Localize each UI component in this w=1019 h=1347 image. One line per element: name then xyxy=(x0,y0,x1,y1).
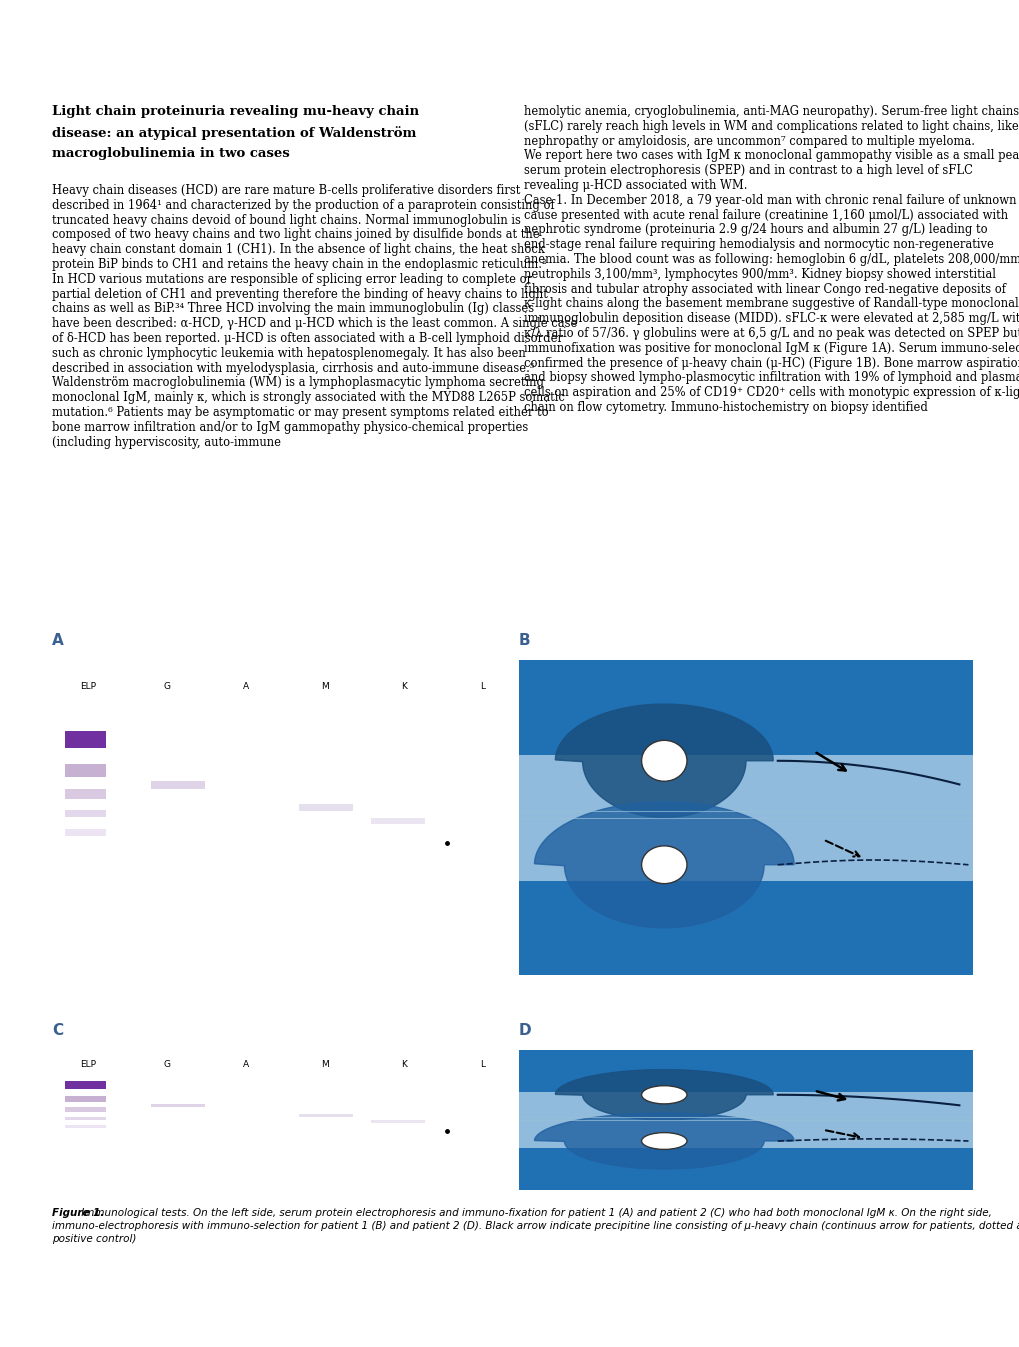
Bar xyxy=(65,810,106,818)
Text: serum protein electrophoresis (SPEP) and in contrast to a high level of sFLC: serum protein electrophoresis (SPEP) and… xyxy=(524,164,972,178)
Text: Light chain proteinuria revealing mu-heavy chain: Light chain proteinuria revealing mu-hea… xyxy=(52,105,419,119)
Text: chains as well as BiP.³⁴ Three HCD involving the main immunoglobulin (Ig) classe: chains as well as BiP.³⁴ Three HCD invol… xyxy=(52,302,534,315)
Bar xyxy=(299,1114,353,1117)
Text: Case Reports: Case Reports xyxy=(56,40,139,54)
Text: and biopsy showed lympho-plasmocytic infiltration with 19% of lymphoid and plasm: and biopsy showed lympho-plasmocytic inf… xyxy=(524,372,1019,384)
Text: A: A xyxy=(52,633,64,648)
Text: Figure 1.: Figure 1. xyxy=(52,1208,104,1218)
Text: D: D xyxy=(519,1022,531,1039)
Bar xyxy=(151,781,205,789)
Text: B: B xyxy=(519,633,530,648)
Text: L: L xyxy=(480,682,485,691)
Bar xyxy=(519,1092,972,1148)
Text: nephropathy or amyloidosis, are uncommon⁷ compared to multiple myeloma.: nephropathy or amyloidosis, are uncommon… xyxy=(524,135,974,148)
Text: immunofixation was positive for monoclonal IgM κ (Figure 1A). Serum immuno-selec: immunofixation was positive for monoclon… xyxy=(524,342,1019,354)
Text: haematologica | 2021; 106(7): haematologica | 2021; 106(7) xyxy=(802,1316,988,1329)
Text: of δ-HCD has been reported. μ-HCD is often associated with a B-cell lymphoid dis: of δ-HCD has been reported. μ-HCD is oft… xyxy=(52,331,562,345)
Text: nephrotic syndrome (proteinuria 2.9 g/24 hours and albumin 27 g/L) leading to: nephrotic syndrome (proteinuria 2.9 g/24… xyxy=(524,224,986,237)
Text: M: M xyxy=(321,682,328,691)
Text: described in association with myelodysplasia, cirrhosis and auto-immune disease.: described in association with myelodyspl… xyxy=(52,361,534,374)
Text: end-stage renal failure requiring hemodialysis and normocytic non-regenerative: end-stage renal failure requiring hemodi… xyxy=(524,238,993,251)
Text: confirmed the presence of μ-heavy chain (μ-HC) (Figure 1B). Bone marrow aspirati: confirmed the presence of μ-heavy chain … xyxy=(524,357,1019,369)
Ellipse shape xyxy=(641,1133,687,1149)
Bar xyxy=(65,1096,106,1102)
Text: Immunological tests. On the left side, serum protein electrophoresis and immuno-: Immunological tests. On the left side, s… xyxy=(77,1208,990,1218)
Text: 2034: 2034 xyxy=(66,1316,101,1329)
Polygon shape xyxy=(534,801,794,928)
Bar xyxy=(65,764,106,777)
Text: composed of two heavy chains and two light chains joined by disulfide bonds at t: composed of two heavy chains and two lig… xyxy=(52,229,539,241)
Text: neutrophils 3,100/mm³, lymphocytes 900/mm³. Kidney biopsy showed interstitial: neutrophils 3,100/mm³, lymphocytes 900/m… xyxy=(524,268,995,280)
Text: M: M xyxy=(321,1060,328,1068)
Text: monoclonal IgM, mainly κ, which is strongly associated with the MYD88 L265P soma: monoclonal IgM, mainly κ, which is stron… xyxy=(52,391,565,404)
Bar xyxy=(151,1105,205,1107)
Text: positive control): positive control) xyxy=(52,1234,137,1245)
Text: Case 1. In December 2018, a 79 year-old man with chronic renal failure of unknow: Case 1. In December 2018, a 79 year-old … xyxy=(524,194,1016,207)
Bar xyxy=(65,789,106,799)
Polygon shape xyxy=(554,704,772,818)
Polygon shape xyxy=(554,1070,772,1119)
Text: ELP: ELP xyxy=(79,682,96,691)
Bar xyxy=(299,804,353,811)
Text: We report here two cases with IgM κ monoclonal gammopathy visible as a small pea: We report here two cases with IgM κ mono… xyxy=(524,150,1019,163)
Text: Waldenström macroglobulinemia (WM) is a lymphoplasmacytic lymphoma secreting: Waldenström macroglobulinemia (WM) is a … xyxy=(52,376,543,389)
Text: immunoglobulin deposition disease (MIDD). sFLC-κ were elevated at 2,585 mg/L wit: immunoglobulin deposition disease (MIDD)… xyxy=(524,313,1019,325)
Text: truncated heavy chains devoid of bound light chains. Normal immunoglobulin is: truncated heavy chains devoid of bound l… xyxy=(52,214,521,226)
Text: (sFLC) rarely reach high levels in WM and complications related to light chains,: (sFLC) rarely reach high levels in WM an… xyxy=(524,120,1018,133)
Text: chain on flow cytometry. Immuno-histochemistry on biopsy identified: chain on flow cytometry. Immuno-histoche… xyxy=(524,401,927,414)
Text: hemolytic anemia, cryoglobulinemia, anti-MAG neuropathy). Serum-free light chain: hemolytic anemia, cryoglobulinemia, anti… xyxy=(524,105,1018,119)
Text: K: K xyxy=(400,1060,407,1068)
Text: disease: an atypical presentation of Waldenström: disease: an atypical presentation of Wal… xyxy=(52,127,416,140)
Text: partial deletion of CH1 and preventing therefore the binding of heavy chains to : partial deletion of CH1 and preventing t… xyxy=(52,288,547,300)
Text: have been described: α-HCD, γ-HCD and μ-HCD which is the least common. A single : have been described: α-HCD, γ-HCD and μ-… xyxy=(52,317,577,330)
Text: (including hyperviscosity, auto-immune: (including hyperviscosity, auto-immune xyxy=(52,435,280,449)
Text: heavy chain constant domain 1 (CH1). In the absence of light chains, the heat sh: heavy chain constant domain 1 (CH1). In … xyxy=(52,244,544,256)
Bar xyxy=(519,754,972,881)
Bar xyxy=(65,1082,106,1090)
Text: K: K xyxy=(400,682,407,691)
Text: κ-light chains along the basement membrane suggestive of Randall-type monoclonal: κ-light chains along the basement membra… xyxy=(524,298,1018,310)
Text: A: A xyxy=(243,682,249,691)
Text: G: G xyxy=(163,1060,170,1068)
Text: A: A xyxy=(243,1060,249,1068)
Text: bone marrow infiltration and/or to IgM gammopathy physico-chemical properties: bone marrow infiltration and/or to IgM g… xyxy=(52,420,528,434)
Text: immuno-electrophoresis with immuno-selection for patient 1 (B) and patient 2 (D): immuno-electrophoresis with immuno-selec… xyxy=(52,1220,1019,1231)
Text: protein BiP binds to CH1 and retains the heavy chain in the endoplasmic reticulu: protein BiP binds to CH1 and retains the… xyxy=(52,259,546,271)
Ellipse shape xyxy=(641,846,687,884)
Text: L: L xyxy=(480,1060,485,1068)
Text: κ/λ ratio of 57/36. γ globulins were at 6,5 g/L and no peak was detected on SPEP: κ/λ ratio of 57/36. γ globulins were at … xyxy=(524,327,1019,339)
Text: revealing μ-HCD associated with WM.: revealing μ-HCD associated with WM. xyxy=(524,179,747,193)
Text: mutation.⁶ Patients may be asymptomatic or may present symptoms related either t: mutation.⁶ Patients may be asymptomatic … xyxy=(52,405,548,419)
Text: In HCD various mutations are responsible of splicing error leading to complete o: In HCD various mutations are responsible… xyxy=(52,273,532,286)
Text: described in 1964¹ and characterized by the production of a paraprotein consisti: described in 1964¹ and characterized by … xyxy=(52,199,554,211)
Text: G: G xyxy=(163,682,170,691)
Text: cause presented with acute renal failure (creatinine 1,160 μmol/L) associated wi: cause presented with acute renal failure… xyxy=(524,209,1007,222)
Polygon shape xyxy=(534,1113,794,1169)
Bar xyxy=(65,1125,106,1129)
Bar xyxy=(65,1107,106,1111)
Bar xyxy=(371,818,424,824)
Text: Heavy chain diseases (HCD) are rare mature B-cells proliferative disorders first: Heavy chain diseases (HCD) are rare matu… xyxy=(52,185,520,197)
Bar xyxy=(65,731,106,748)
Bar xyxy=(371,1119,424,1123)
Bar xyxy=(65,1117,106,1119)
Text: cells on aspiration and 25% of CD19⁺ CD20⁺ cells with monotypic expression of κ-: cells on aspiration and 25% of CD19⁺ CD2… xyxy=(524,387,1019,399)
Ellipse shape xyxy=(641,741,687,781)
Ellipse shape xyxy=(641,1086,687,1105)
Text: ELP: ELP xyxy=(79,1060,96,1068)
Text: anemia. The blood count was as following: hemoglobin 6 g/dL, platelets 208,000/m: anemia. The blood count was as following… xyxy=(524,253,1019,265)
Text: macroglobulinemia in two cases: macroglobulinemia in two cases xyxy=(52,147,289,160)
Text: such as chronic lymphocytic leukemia with hepatosplenomegaly. It has also been: such as chronic lymphocytic leukemia wit… xyxy=(52,346,525,360)
Text: fibrosis and tubular atrophy associated with linear Congo red-negative deposits : fibrosis and tubular atrophy associated … xyxy=(524,283,1005,295)
Bar xyxy=(65,830,106,836)
Text: C: C xyxy=(52,1022,63,1039)
